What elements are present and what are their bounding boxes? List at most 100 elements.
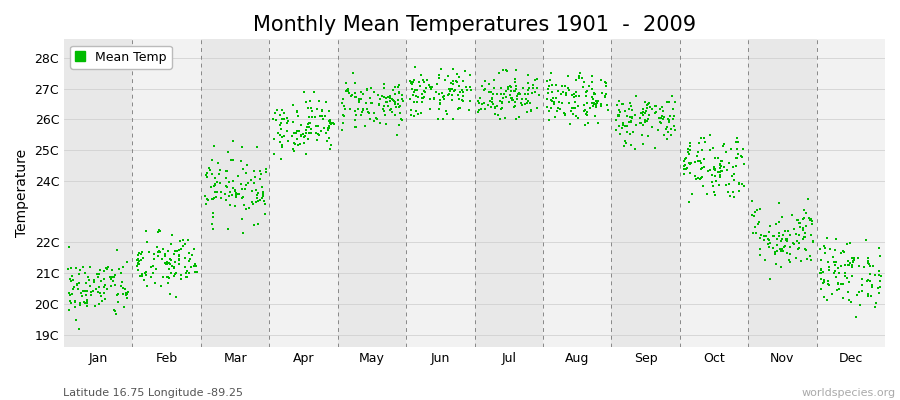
Point	[225, 138, 239, 144]
Point	[80, 288, 94, 294]
Point	[845, 259, 859, 265]
Point	[108, 282, 122, 288]
Point	[662, 117, 676, 123]
Point	[302, 124, 317, 130]
Point	[561, 72, 575, 79]
Point	[845, 258, 859, 264]
Point	[554, 99, 569, 106]
Point	[712, 182, 726, 188]
Point	[657, 114, 671, 120]
Point	[139, 269, 153, 275]
Point	[679, 166, 693, 172]
Point	[763, 223, 778, 229]
Point	[173, 238, 187, 244]
Point	[681, 150, 696, 157]
Point	[161, 280, 176, 286]
Point	[814, 270, 828, 276]
Point	[303, 120, 318, 127]
Point	[131, 252, 146, 258]
Point	[70, 281, 85, 287]
Point	[174, 246, 188, 252]
Point	[629, 122, 643, 128]
Point	[364, 85, 378, 92]
Point	[205, 196, 220, 202]
Point	[130, 256, 145, 262]
Point	[715, 158, 729, 164]
Point	[105, 278, 120, 284]
Point	[557, 112, 572, 118]
Point	[299, 130, 313, 136]
Point	[64, 264, 78, 271]
Point	[587, 100, 601, 106]
Point	[772, 230, 787, 236]
Point	[108, 272, 122, 278]
Point	[324, 142, 338, 148]
Point	[544, 70, 558, 76]
Point	[446, 88, 461, 94]
Point	[363, 116, 377, 122]
Point	[372, 101, 386, 107]
Point	[248, 180, 262, 186]
Point	[450, 71, 464, 77]
Point	[63, 276, 77, 282]
Point	[509, 116, 524, 122]
Point	[337, 113, 351, 120]
Point	[615, 100, 629, 107]
Point	[376, 94, 391, 100]
Point	[805, 218, 819, 224]
Point	[845, 255, 859, 262]
Point	[392, 104, 407, 110]
Point	[545, 98, 560, 104]
Point	[728, 138, 742, 145]
Point	[729, 163, 743, 169]
Point	[166, 273, 181, 279]
Point	[472, 95, 487, 101]
Point	[158, 259, 172, 266]
Point	[616, 142, 631, 149]
Point	[752, 235, 767, 242]
Point	[828, 268, 842, 275]
Point	[357, 123, 372, 129]
Point	[392, 82, 406, 88]
Point	[308, 114, 322, 120]
Point	[93, 290, 107, 296]
Point	[581, 119, 596, 126]
Point	[705, 172, 719, 178]
Point	[297, 133, 311, 140]
Point	[791, 231, 806, 238]
Point	[861, 292, 876, 299]
Point	[110, 246, 124, 253]
Point	[565, 92, 580, 98]
Point	[842, 262, 856, 268]
Point	[628, 146, 643, 152]
Point	[854, 288, 868, 294]
Point	[246, 201, 260, 207]
Point	[150, 253, 165, 259]
Point	[236, 194, 250, 200]
Point	[296, 131, 310, 137]
Point	[349, 94, 364, 100]
Point	[323, 121, 338, 127]
Point	[238, 186, 253, 192]
Point	[99, 265, 113, 272]
Point	[666, 106, 680, 112]
Point	[624, 117, 638, 124]
Point	[637, 117, 652, 123]
Point	[436, 116, 450, 122]
Point	[162, 260, 176, 266]
Point	[404, 81, 419, 87]
Point	[60, 266, 75, 272]
Point	[67, 286, 81, 292]
Point	[374, 93, 389, 100]
Point	[214, 189, 229, 196]
Point	[221, 179, 236, 186]
Point	[759, 233, 773, 239]
Point	[214, 195, 229, 201]
Point	[482, 88, 496, 95]
Point	[707, 164, 722, 170]
Point	[540, 86, 554, 92]
Point	[564, 105, 579, 111]
Point	[558, 110, 572, 117]
Point	[464, 86, 478, 93]
Point	[392, 103, 407, 110]
